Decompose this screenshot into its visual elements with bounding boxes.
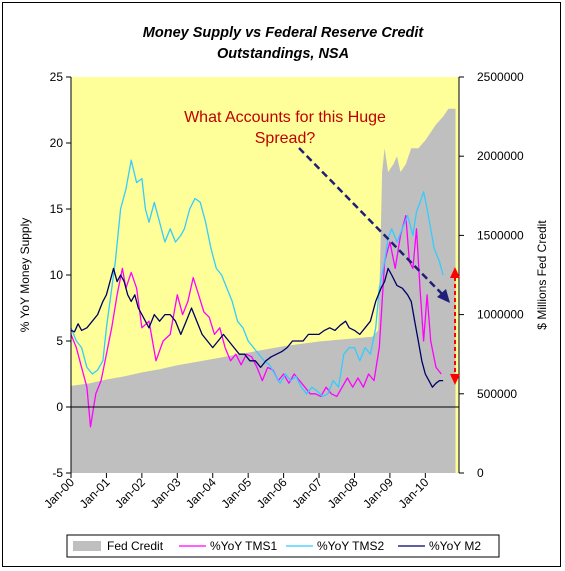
fed-credit-area — [71, 108, 456, 473]
chart-subtitle: Outstandings, NSA — [217, 46, 349, 62]
legend-swatch-fed-credit — [73, 541, 101, 551]
x-tick-label: Jan-05 — [218, 475, 254, 511]
y-axis-right-label: $ Millions Fed Credit — [535, 220, 549, 330]
left-tick-label: 0 — [56, 400, 63, 414]
x-tick-label: Jan-06 — [254, 475, 290, 511]
legend: Fed Credit %YoY TMS1 %YoY TMS2 %YoY M2 — [66, 534, 500, 558]
annotation-pointer-arrowhead — [437, 289, 450, 303]
m2-line — [70, 267, 444, 388]
spread-marker-top-arrowhead — [450, 267, 460, 278]
right-tick-label: 2500000 — [477, 70, 524, 84]
y-axis-left-label: % YoY Money Supply — [18, 218, 32, 333]
annotation-pointer-arrow — [298, 147, 446, 298]
legend-label-tms2: %YoY TMS2 — [317, 539, 384, 553]
legend-label-fed-credit: Fed Credit — [107, 539, 164, 553]
x-tick-label: Jan-08 — [325, 475, 361, 511]
right-axis-ticks: 0 500000 1000000 1500000 2000000 2500000 — [459, 70, 524, 480]
series-lines-layer — [70, 159, 444, 428]
right-tick-label: 500000 — [477, 387, 517, 401]
right-tick-label: 1000000 — [477, 308, 524, 322]
left-tick-label: 15 — [50, 202, 64, 216]
chart-title: Money Supply vs Federal Reserve Credit — [143, 25, 425, 41]
left-tick-label: 5 — [56, 334, 63, 348]
left-tick-label: 20 — [50, 136, 64, 150]
annotation-line-2: Spread? — [255, 130, 316, 147]
left-tick-label: -5 — [52, 466, 63, 480]
right-tick-label: 0 — [477, 466, 484, 480]
x-tick-label: Jan-10 — [396, 475, 432, 511]
chart-frame: Money Supply vs Federal Reserve Credit O… — [2, 2, 561, 567]
x-tick-label: Jan-03 — [148, 475, 184, 511]
x-tick-label: Jan-00 — [41, 475, 77, 511]
left-axis-ticks: -5 0 5 10 15 20 25 — [50, 70, 71, 480]
right-tick-label: 1500000 — [477, 228, 524, 242]
tms2-line — [70, 159, 444, 398]
x-axis-ticks: Jan-00 Jan-01 Jan-02 Jan-03 Jan-04 Jan-05 Jan-… — [41, 473, 432, 511]
legend-box — [66, 534, 500, 558]
x-tick-label: Jan-07 — [289, 475, 325, 511]
legend-label-tms1: %YoY TMS1 — [210, 539, 277, 553]
x-tick-label: Jan-01 — [77, 475, 113, 511]
spread-marker-bottom-arrowhead — [450, 374, 460, 385]
x-tick-label: Jan-09 — [360, 475, 396, 511]
right-tick-label: 2000000 — [477, 149, 524, 163]
x-tick-label: Jan-02 — [112, 475, 148, 511]
fed-credit-area-layer — [71, 108, 456, 473]
x-tick-label: Jan-04 — [183, 475, 219, 511]
chart-svg: Money Supply vs Federal Reserve Credit O… — [18, 25, 549, 558]
annotation-line-1: What Accounts for this Huge — [184, 109, 386, 126]
left-tick-label: 10 — [50, 268, 64, 282]
left-tick-label: 25 — [50, 70, 64, 84]
tms1-line — [70, 214, 442, 428]
legend-label-m2: %YoY M2 — [429, 539, 481, 553]
